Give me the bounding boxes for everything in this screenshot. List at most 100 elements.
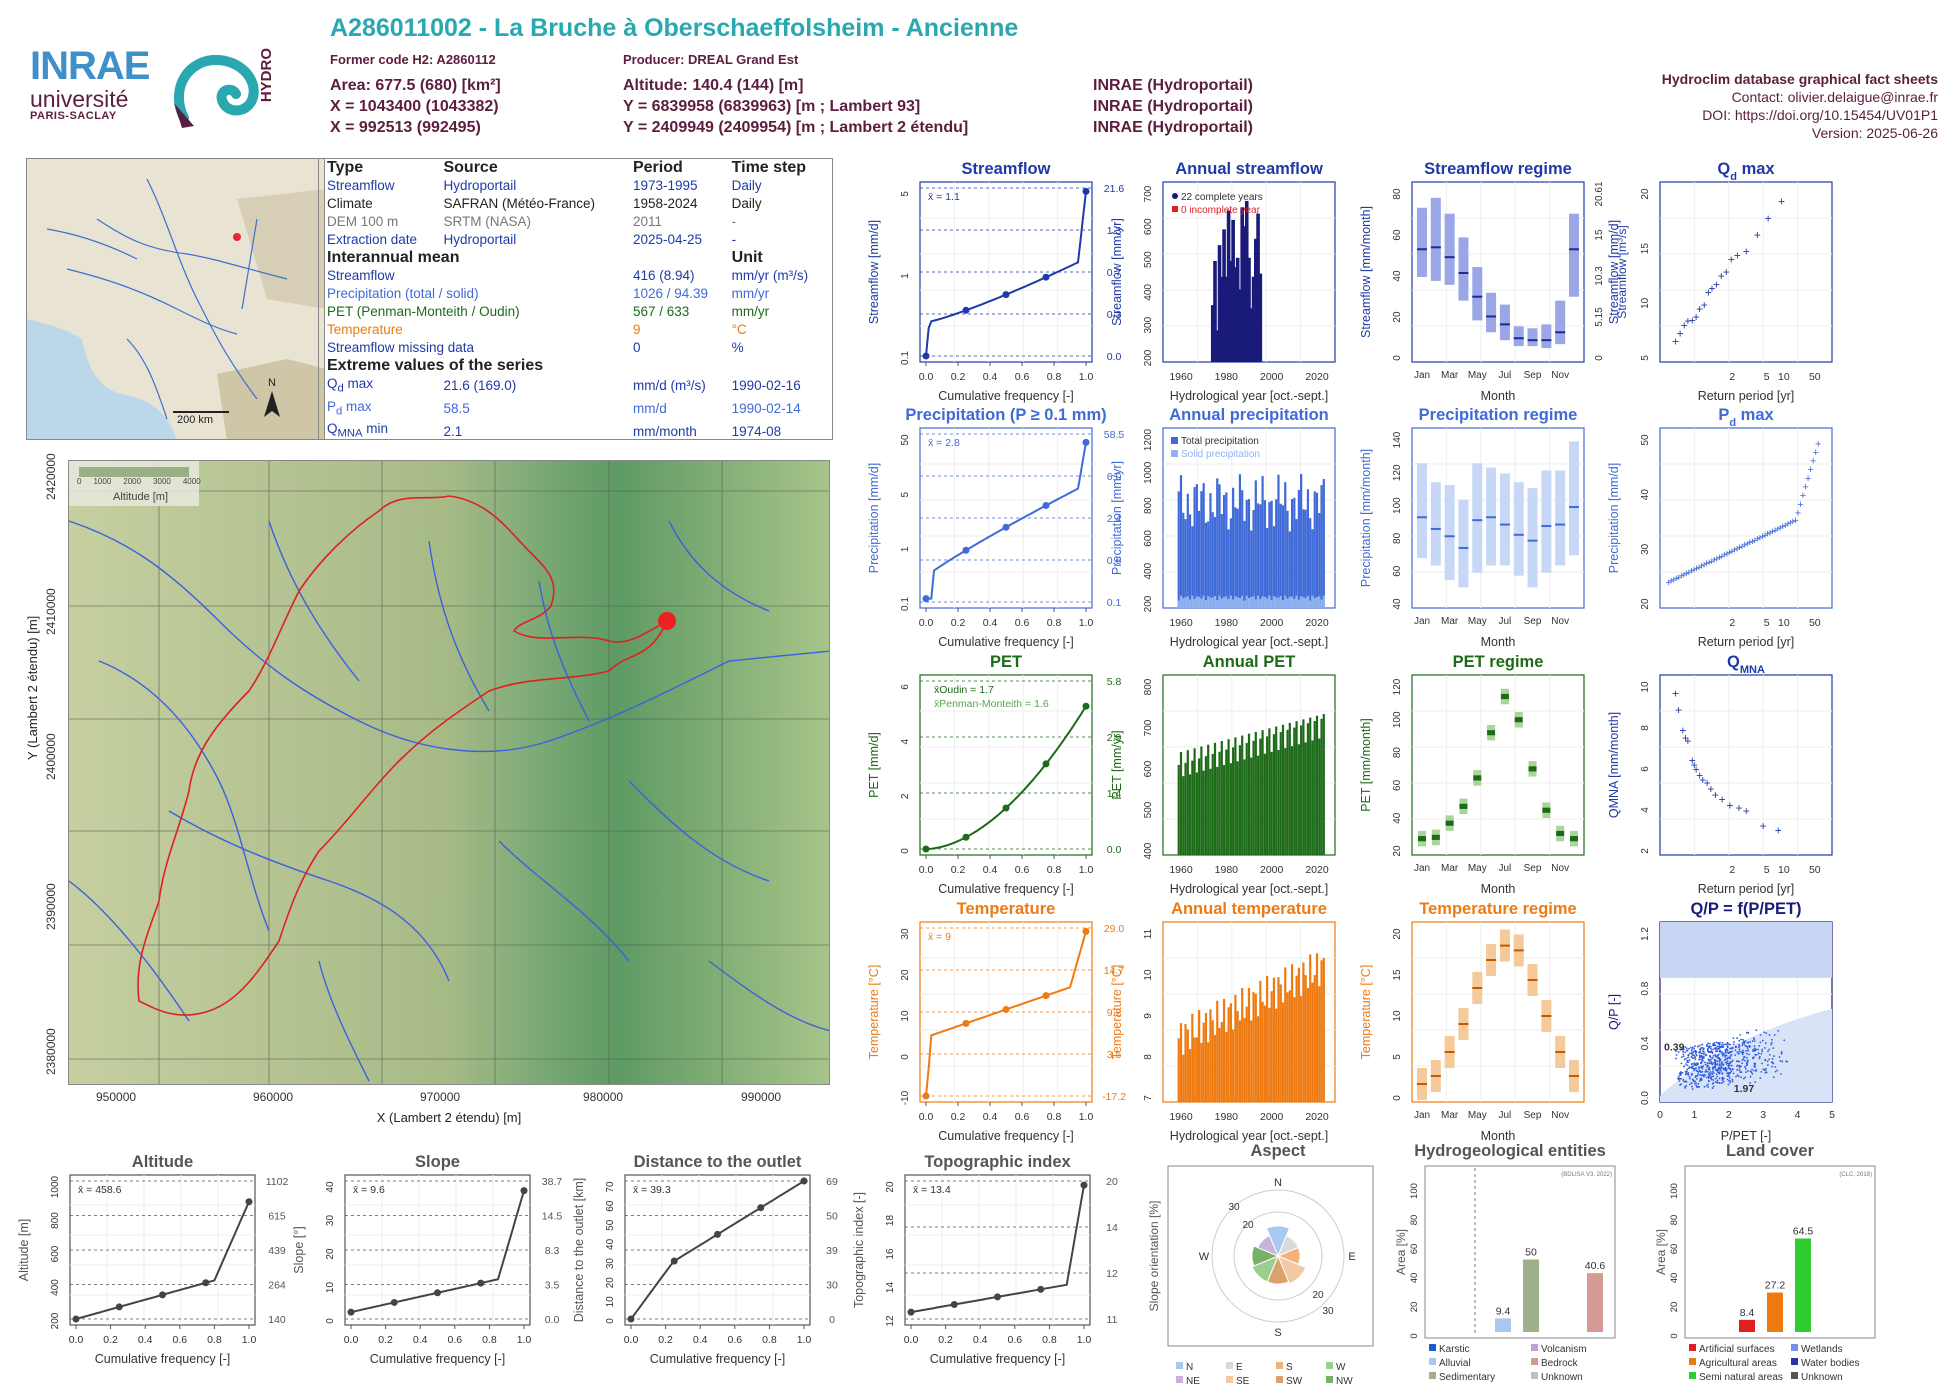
basin-map[interactable]: 0 1000 2000 3000 4000 Altitude [m] xyxy=(68,460,830,1085)
annual-temperature-chart[interactable]: Annual temperature Temperature [°C] Hydrol… xyxy=(1103,892,1365,1147)
qp-point xyxy=(1710,1046,1712,1048)
qd-max-point: + xyxy=(1734,249,1741,263)
x-tick: 50 xyxy=(1809,617,1821,629)
annual-precip-bar xyxy=(1221,514,1223,608)
precip-regime-chart[interactable]: Precipitation regime Precipitation [mm/mo… xyxy=(1352,398,1614,653)
hydrogeo-legend: Bedrock xyxy=(1541,1358,1579,1369)
contact[interactable]: Contact: olivier.delaigue@inrae.fr xyxy=(1662,88,1938,106)
streamflow-regime-ylabel: Streamflow [mm/month] xyxy=(1359,206,1373,338)
qd-max-chart[interactable]: Qd max Streamflow [mm/d] Return period [yr… xyxy=(1600,152,1862,407)
qd-max-ylabel: Streamflow [mm/d] xyxy=(1607,220,1621,324)
qp-point xyxy=(1771,1066,1773,1068)
doi-link[interactable]: DOI: https://doi.org/10.15454/UV01P1 xyxy=(1662,106,1938,124)
head-type: Type xyxy=(323,159,439,177)
x-tick: 0.2 xyxy=(938,1334,953,1346)
qp-xlabel: P/PET [-] xyxy=(1721,1129,1771,1143)
qp-point xyxy=(1679,1080,1681,1082)
head-period: Period xyxy=(629,159,728,177)
qp-point xyxy=(1735,1045,1737,1047)
qp-point xyxy=(1751,1073,1753,1075)
qp-point xyxy=(1714,1059,1716,1061)
altitude-chart[interactable]: Altitude Altitude [m] Cumulative frequency… xyxy=(10,1145,285,1370)
pd-max-chart[interactable]: Pd max Precipitation [mm/d] Return period … xyxy=(1600,398,1862,653)
info-table: Type Source Period Time step Streamflow H… xyxy=(318,158,833,440)
streamflow-chart[interactable]: Streamflow Streamflow [mm/d] Cumulative fr… xyxy=(860,152,1122,407)
annual-temperature-ylabel: Temperature [°C] xyxy=(1110,965,1124,1060)
aspect-chart[interactable]: AspectSlope orientation [%]NESW20302030N… xyxy=(1150,1142,1380,1372)
slope-quantile-point xyxy=(391,1299,398,1306)
qp-point xyxy=(1714,1054,1716,1056)
qp-point xyxy=(1745,1068,1747,1070)
qp-point xyxy=(1689,1076,1691,1078)
legend-marker xyxy=(1171,437,1178,444)
x-tick: Sep xyxy=(1524,863,1542,874)
outlet-marker[interactable] xyxy=(658,612,676,630)
slope-chart[interactable]: Slope Slope [°] Cumulative frequency [-] 40… xyxy=(285,1145,560,1370)
qp-point xyxy=(1746,1053,1748,1055)
topo-chart[interactable]: Topographic index Topographic index [-] Cu… xyxy=(845,1145,1120,1370)
qp-point xyxy=(1698,1068,1700,1070)
y-tick: 700 xyxy=(1143,185,1154,202)
temperature-chart[interactable]: Temperature Temperature [°C] Cumulative fr… xyxy=(860,892,1122,1147)
qp-point xyxy=(1686,1060,1688,1062)
qp-point xyxy=(1701,1044,1703,1046)
altitude-quantile-point xyxy=(159,1291,166,1298)
pet-chart[interactable]: PET PET [mm/d] Cumulative frequency [-] 6 4 2… xyxy=(860,645,1122,900)
annual-precip-bar xyxy=(1266,528,1268,608)
regime-median xyxy=(1570,836,1578,841)
hydrogeo-chart[interactable]: Hydrogeological entities (BDLISA V3, 2022… xyxy=(1395,1142,1625,1382)
qp-point xyxy=(1697,1045,1699,1047)
qp-point xyxy=(1676,1054,1678,1056)
qp-point xyxy=(1722,1067,1724,1069)
qmna-chart[interactable]: QMNA QMNA [mm/month] Return period [yr] 10 8… xyxy=(1600,645,1862,900)
precipitation-chart[interactable]: Precipitation (P ≥ 0.1 mm) Precipitation … xyxy=(860,398,1122,653)
legend-marker xyxy=(1689,1358,1696,1365)
distance-quantile-point xyxy=(714,1231,721,1238)
distance-chart[interactable]: Distance to the outlet Distance to the ou… xyxy=(565,1145,840,1370)
qp-point xyxy=(1694,1057,1696,1059)
qp-point xyxy=(1682,1079,1684,1081)
annual-precipitation-chart[interactable]: Annual precipitation Precipitation [mm/yr… xyxy=(1103,398,1365,653)
landcover-chart[interactable]: Land cover (CLC, 2018) Area [%] 100 80 60 40 20… xyxy=(1655,1142,1885,1382)
x-tick: 1.0 xyxy=(1079,617,1094,629)
x-tick: Jul xyxy=(1499,863,1512,874)
y-tick: 5 xyxy=(900,491,911,497)
x-tick: 0.2 xyxy=(951,371,966,383)
france-map[interactable]: 200 km N xyxy=(26,158,325,440)
annual-precip-bar xyxy=(1252,510,1254,608)
annual-pet-bar xyxy=(1316,716,1318,855)
qp-point xyxy=(1707,1083,1709,1085)
annual-temp-bar xyxy=(1307,988,1309,1102)
qp-point xyxy=(1772,1063,1774,1065)
qp-point xyxy=(1755,1029,1757,1031)
precipitation-mean: x̄ = 2.8 xyxy=(928,437,960,449)
annual-solid-bar xyxy=(1316,597,1318,608)
former-code: Former code H2: A2860112 xyxy=(330,52,496,67)
annual-streamflow-chart[interactable]: Annual streamflow Streamflow [mm/yr] Hydro… xyxy=(1103,152,1365,407)
aspect-ring-label: 30 xyxy=(1228,1202,1240,1213)
precipitation-quantile-point xyxy=(923,595,930,602)
annual-precip-bar xyxy=(1205,523,1207,608)
qp-point xyxy=(1679,1084,1681,1086)
qp-point xyxy=(1754,1040,1756,1042)
annual-pet-chart[interactable]: Annual PET PET [mm/yr] Hydrological year [… xyxy=(1103,645,1365,900)
pet-regime-chart[interactable]: PET regime PET [mm/month] Month 120 100 80 60 4… xyxy=(1352,645,1614,900)
head-timestep: Time step xyxy=(728,159,828,177)
qp-point xyxy=(1709,1062,1711,1064)
qp-point xyxy=(1746,1064,1748,1066)
qp-point xyxy=(1681,1062,1683,1064)
annual-solid-bar xyxy=(1196,596,1198,608)
annual-temp-bar xyxy=(1196,1037,1198,1102)
qp-point xyxy=(1713,1085,1715,1087)
temp-regime-chart[interactable]: Temperature regime Temperature [°C] Month 2… xyxy=(1352,892,1614,1147)
qp-chart[interactable]: Q/P = f(P/PET) Q/P [-] P/PET [-] 1.2 0.8 0.4 0… xyxy=(1600,892,1862,1147)
aspect-legend: N xyxy=(1186,1362,1193,1373)
qp-point xyxy=(1765,1068,1767,1070)
annual-temp-bar xyxy=(1314,975,1316,1102)
streamflow-regime-chart[interactable]: Streamflow regime Streamflow [mm/month] Mo… xyxy=(1352,152,1614,407)
qp-point xyxy=(1712,1045,1714,1047)
y-tick: 1000 xyxy=(1143,461,1154,484)
right-tick: 50 xyxy=(826,1211,838,1223)
qp-point xyxy=(1745,1040,1747,1042)
mean-value: 567 / 633 xyxy=(629,303,728,321)
